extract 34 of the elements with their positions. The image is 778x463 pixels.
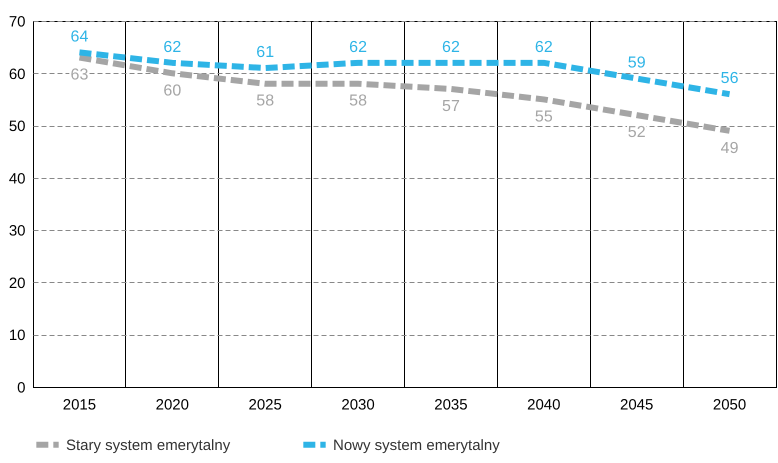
data-label: 64: [70, 28, 88, 46]
y-tick-label: 0: [17, 380, 26, 396]
y-tick-label: 10: [8, 327, 26, 344]
y-tick-label: 60: [8, 66, 26, 83]
y-tick-label: 70: [8, 14, 26, 30]
data-label: 62: [163, 38, 182, 56]
legend-label: Stary system emerytalny: [66, 436, 231, 454]
x-tick-label: 2020: [156, 396, 189, 414]
data-label: 62: [534, 38, 553, 56]
data-label: 61: [256, 44, 274, 62]
data-label: 58: [349, 92, 368, 110]
data-label: 60: [163, 82, 182, 100]
data-label: 52: [628, 124, 646, 142]
data-label: 56: [720, 70, 739, 88]
data-label: 55: [534, 108, 553, 126]
x-tick-label: 2050: [712, 396, 746, 414]
x-tick-label: 2030: [341, 396, 375, 414]
x-tick-label: 2025: [248, 396, 282, 414]
y-tick-label: 50: [8, 118, 26, 136]
legend-label: Nowy system emerytalny: [333, 436, 500, 454]
data-label: 49: [720, 140, 739, 157]
y-tick-label: 30: [8, 222, 26, 240]
x-tick-label: 2015: [62, 396, 96, 414]
data-label: 63: [70, 66, 88, 84]
x-tick-label: 2035: [434, 396, 468, 414]
data-label: 62: [349, 38, 368, 56]
data-label: 57: [442, 98, 460, 115]
y-tick-label: 40: [8, 170, 26, 188]
y-tick-label: 20: [8, 274, 26, 292]
x-tick-label: 2040: [527, 396, 560, 414]
data-label: 62: [442, 38, 460, 56]
data-label: 58: [256, 92, 274, 110]
data-label: 59: [628, 54, 646, 72]
x-tick-label: 2045: [620, 396, 654, 414]
